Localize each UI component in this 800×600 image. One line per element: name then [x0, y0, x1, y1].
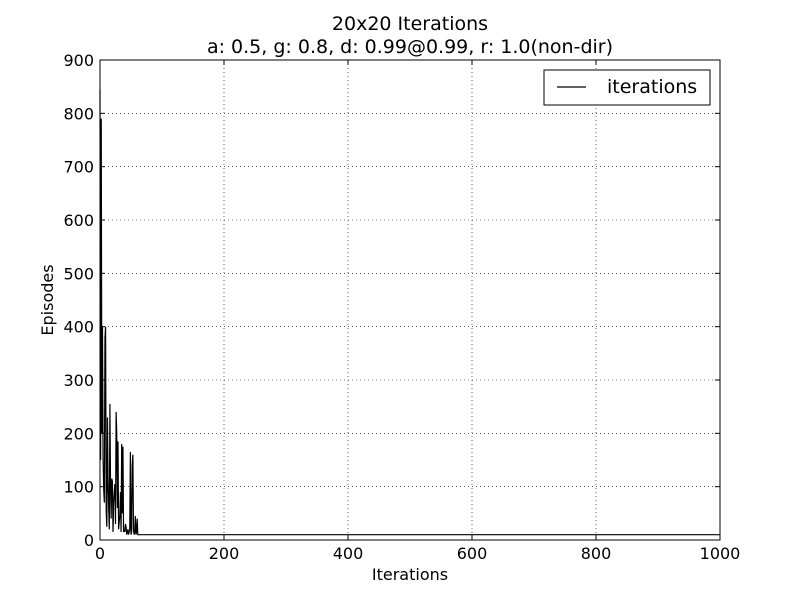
x-tick-label: 600	[457, 544, 488, 563]
y-tick-label: 300	[63, 371, 94, 390]
y-tick-label: 800	[63, 104, 94, 123]
x-tick-label: 800	[581, 544, 612, 563]
tick-layer: 0 200 400 600 800 1000 0 100 200 300 400 500 600 700 8…	[63, 51, 740, 563]
y-axis-label: Episodes	[38, 264, 57, 335]
grid-layer	[100, 60, 720, 540]
y-tick-label: 700	[63, 158, 94, 177]
series-line-iterations	[99, 89, 720, 536]
chart-subtitle: a: 0.5, g: 0.8, d: 0.99@0.99, r: 1.0(non…	[207, 36, 613, 58]
y-tick-label: 200	[63, 424, 94, 443]
y-tick-label: 400	[63, 318, 94, 337]
y-tick-label: 600	[63, 211, 94, 230]
y-tick-label: 100	[63, 478, 94, 497]
series-layer	[99, 89, 720, 536]
x-tick-label: 0	[95, 544, 105, 563]
y-tick-label: 500	[63, 264, 94, 283]
x-axis-label: Iterations	[372, 565, 448, 584]
legend: iterations	[543, 69, 711, 106]
y-tick-label: 900	[63, 51, 94, 70]
y-tick-label: 0	[84, 531, 94, 550]
x-tick-label: 200	[209, 544, 240, 563]
x-tick-label: 400	[333, 544, 364, 563]
chart-title: 20x20 Iterations	[332, 13, 488, 35]
plot-area-frame	[99, 59, 721, 541]
x-tick-label: 1000	[700, 544, 741, 563]
legend-label-iterations: iterations	[607, 76, 697, 98]
